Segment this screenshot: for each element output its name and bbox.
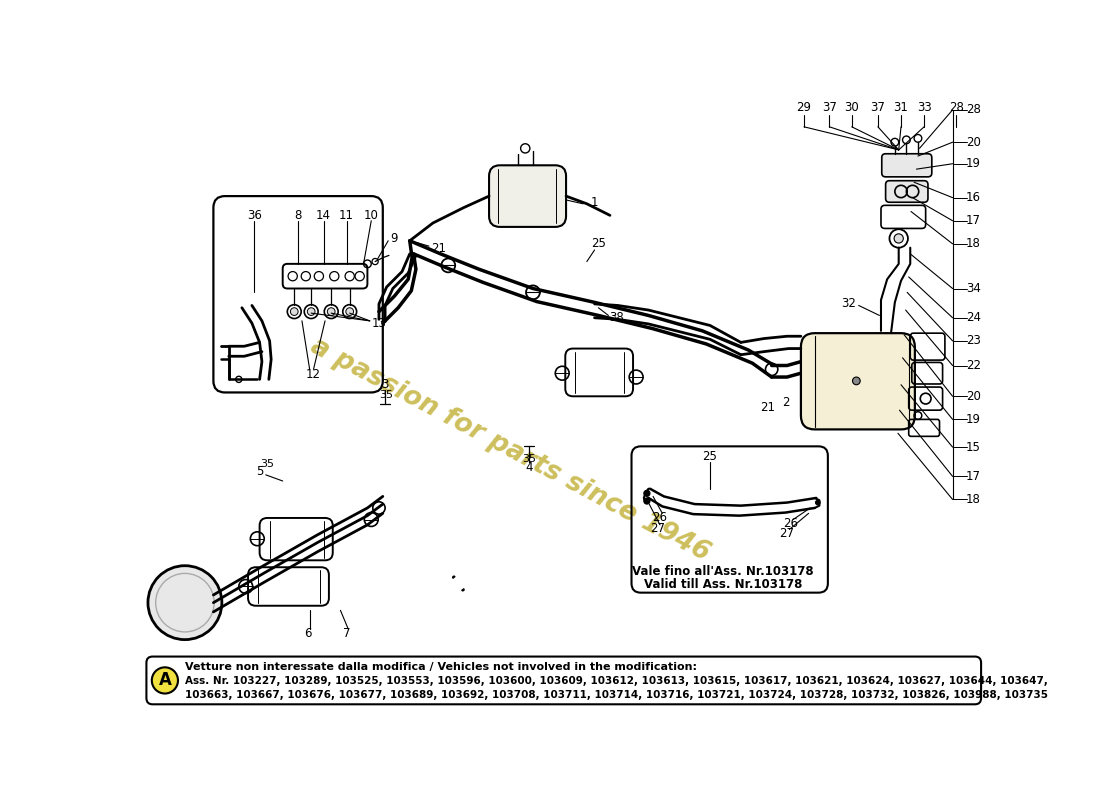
- Circle shape: [328, 308, 336, 315]
- Text: 103663, 103667, 103676, 103677, 103689, 103692, 103708, 103711, 103714, 103716, : 103663, 103667, 103676, 103677, 103689, …: [185, 690, 1048, 700]
- Text: 29: 29: [796, 101, 812, 114]
- Circle shape: [644, 498, 650, 504]
- Text: 20: 20: [966, 136, 981, 149]
- Text: 35: 35: [261, 459, 274, 469]
- FancyArrow shape: [440, 544, 509, 597]
- Text: Vetture non interessate dalla modifica / Vehicles not involved in the modificati: Vetture non interessate dalla modifica /…: [185, 662, 697, 672]
- Text: 26: 26: [652, 511, 668, 525]
- Text: Valid till Ass. Nr.103178: Valid till Ass. Nr.103178: [644, 578, 802, 590]
- Text: 10: 10: [364, 209, 378, 222]
- Circle shape: [345, 308, 353, 315]
- Text: 4: 4: [526, 461, 532, 474]
- Text: 14: 14: [316, 209, 331, 222]
- Text: 11: 11: [339, 209, 354, 222]
- Text: 37: 37: [870, 101, 886, 114]
- Text: 20: 20: [966, 390, 981, 403]
- Text: 19: 19: [966, 158, 981, 170]
- Text: 15: 15: [966, 441, 981, 454]
- Text: a passion for parts since 1946: a passion for parts since 1946: [306, 334, 714, 567]
- Text: 12: 12: [306, 368, 321, 382]
- Text: 16: 16: [966, 191, 981, 204]
- Text: Vale fino all'Ass. Nr.103178: Vale fino all'Ass. Nr.103178: [632, 566, 814, 578]
- Text: 5: 5: [256, 466, 263, 478]
- Text: 22: 22: [966, 359, 981, 372]
- Text: 37: 37: [822, 101, 837, 114]
- FancyBboxPatch shape: [801, 333, 915, 430]
- Text: 28: 28: [966, 103, 981, 116]
- Text: 13: 13: [372, 317, 386, 330]
- Text: 8: 8: [295, 209, 301, 222]
- Text: 17: 17: [966, 470, 981, 483]
- Text: 34: 34: [966, 282, 981, 295]
- FancyBboxPatch shape: [882, 154, 932, 177]
- Circle shape: [290, 308, 298, 315]
- Text: 30: 30: [845, 101, 859, 114]
- FancyBboxPatch shape: [490, 166, 566, 227]
- Circle shape: [147, 566, 222, 640]
- Circle shape: [644, 490, 650, 496]
- Circle shape: [815, 500, 821, 505]
- Text: 2: 2: [782, 396, 790, 409]
- Circle shape: [307, 308, 315, 315]
- Text: 26: 26: [783, 517, 799, 530]
- Text: 21: 21: [760, 402, 775, 414]
- Text: 33: 33: [916, 101, 932, 114]
- Circle shape: [152, 667, 178, 694]
- Text: 23: 23: [966, 334, 981, 347]
- Text: 7: 7: [343, 627, 351, 640]
- Text: 32: 32: [842, 298, 856, 310]
- Text: 18: 18: [966, 493, 981, 506]
- Text: 18: 18: [966, 238, 981, 250]
- Text: 25: 25: [703, 450, 717, 463]
- Text: 1: 1: [591, 196, 598, 209]
- FancyBboxPatch shape: [146, 657, 981, 704]
- Text: 24: 24: [966, 311, 981, 324]
- FancyBboxPatch shape: [886, 181, 928, 202]
- Text: 25: 25: [591, 238, 606, 250]
- Text: 35: 35: [522, 454, 536, 465]
- Text: 36: 36: [246, 209, 262, 222]
- Text: Ass. Nr. 103227, 103289, 103525, 103553, 103596, 103600, 103609, 103612, 103613,: Ass. Nr. 103227, 103289, 103525, 103553,…: [185, 676, 1048, 686]
- Text: 17: 17: [966, 214, 981, 227]
- Text: 21: 21: [431, 242, 447, 255]
- Text: 28: 28: [949, 101, 964, 114]
- Circle shape: [852, 377, 860, 385]
- Text: 35: 35: [379, 390, 394, 400]
- Text: 6: 6: [305, 627, 312, 640]
- Text: 38: 38: [608, 311, 624, 324]
- Text: 27: 27: [650, 522, 666, 535]
- Text: 19: 19: [966, 413, 981, 426]
- Text: A: A: [158, 671, 172, 690]
- Text: 3: 3: [382, 378, 388, 391]
- Circle shape: [894, 234, 903, 243]
- Text: 9: 9: [390, 232, 398, 245]
- Text: 27: 27: [780, 527, 794, 540]
- Text: 31: 31: [893, 101, 909, 114]
